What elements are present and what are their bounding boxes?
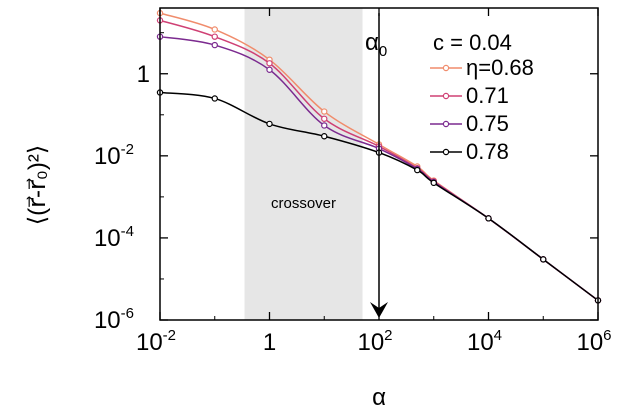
x-tick-label: 1: [263, 329, 276, 356]
data-point: [321, 115, 328, 122]
y-tick-label: 10-6: [94, 305, 134, 334]
legend-title: c = 0.04: [433, 30, 512, 55]
legend-label: 0.75: [466, 111, 509, 136]
x-axis-label: α: [372, 384, 386, 411]
legend-label: 0.78: [466, 139, 509, 164]
y-tick-label: 10-4: [94, 223, 134, 252]
legend-item: 0.75: [430, 111, 509, 136]
data-point: [321, 108, 328, 115]
legend-swatch-marker: [442, 120, 450, 128]
y-axis-label: ⟨(r⃗-r⃗₀)²⟩: [24, 145, 51, 225]
data-point: [430, 179, 437, 187]
legend-swatch-marker: [442, 92, 450, 100]
x-tick-label: 104: [467, 327, 502, 356]
data-point: [211, 26, 218, 33]
legend-swatch-marker: [442, 64, 450, 72]
y-tick-label: 1: [137, 61, 150, 88]
alpha0-arrow-head: [370, 302, 388, 318]
data-point: [485, 215, 492, 222]
annotation-layer: α0: [365, 13, 388, 318]
series-4: [156, 89, 602, 304]
data-point: [414, 166, 421, 174]
series-line: [159, 91, 599, 302]
data-point: [211, 95, 218, 102]
data-point: [211, 41, 218, 49]
legend-label: 0.71: [466, 83, 509, 108]
x-tick-label: 102: [357, 327, 392, 356]
alpha0-label: α0: [365, 29, 387, 60]
x-tick-label: 106: [576, 327, 611, 356]
legend-swatch-marker: [442, 148, 450, 156]
data-point: [540, 256, 547, 263]
data-point: [321, 133, 328, 140]
data-point: [211, 33, 218, 40]
series-layer: [156, 9, 602, 304]
legend-label: η=0.68: [466, 55, 534, 80]
crossover-label: crossover: [271, 195, 336, 212]
legend-item: 0.71: [430, 83, 509, 108]
legend: c = 0.04η=0.68 0.71 0.75 0.78: [430, 30, 534, 164]
legend-item: 0.78: [430, 139, 509, 164]
data-point: [266, 60, 273, 67]
data-point: [266, 66, 273, 73]
y-tick-label: 10-2: [94, 141, 134, 170]
data-point: [321, 122, 328, 129]
legend-item: η=0.68: [430, 55, 534, 80]
x-tick-label: 10-2: [136, 327, 176, 356]
data-point: [266, 120, 273, 128]
